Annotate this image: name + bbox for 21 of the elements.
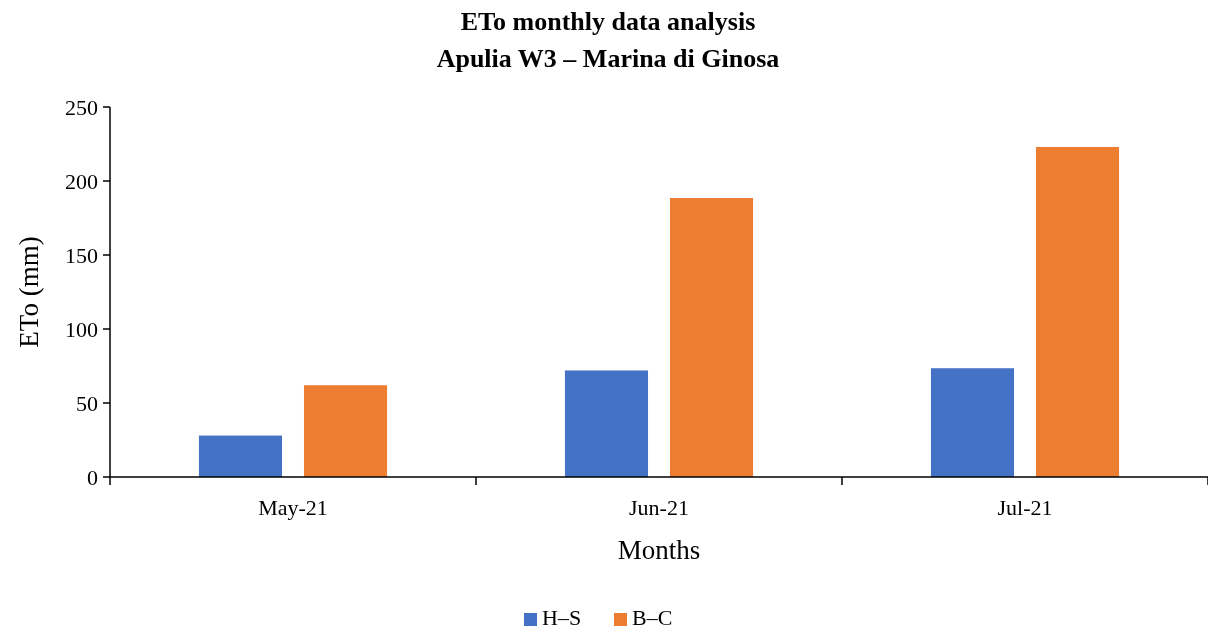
bar bbox=[564, 370, 649, 477]
chart-subtitle: Apulia W3 – Marina di Ginosa bbox=[436, 44, 780, 73]
y-axis-title: ETo (mm) bbox=[14, 236, 44, 348]
x-tick-label: Jul-21 bbox=[997, 495, 1053, 520]
bar bbox=[669, 198, 754, 477]
y-tick-label: 200 bbox=[65, 168, 98, 194]
x-tick-label: May-21 bbox=[258, 495, 328, 520]
x-axis-title: Months bbox=[617, 535, 701, 565]
y-tick-label: 250 bbox=[65, 94, 98, 120]
legend-label: H–S bbox=[542, 605, 582, 630]
bar bbox=[198, 435, 283, 477]
x-tick-label: Jun-21 bbox=[629, 495, 689, 520]
bar bbox=[303, 385, 388, 477]
chart-title: ETo monthly data analysis bbox=[460, 7, 756, 36]
y-tick-label: 100 bbox=[65, 316, 98, 342]
bar bbox=[930, 368, 1015, 477]
legend-label: B–C bbox=[632, 605, 673, 630]
bar bbox=[1035, 146, 1120, 477]
y-tick-label: 150 bbox=[65, 242, 98, 268]
y-tick-label: 0 bbox=[87, 464, 98, 490]
y-tick-label: 50 bbox=[76, 390, 98, 416]
